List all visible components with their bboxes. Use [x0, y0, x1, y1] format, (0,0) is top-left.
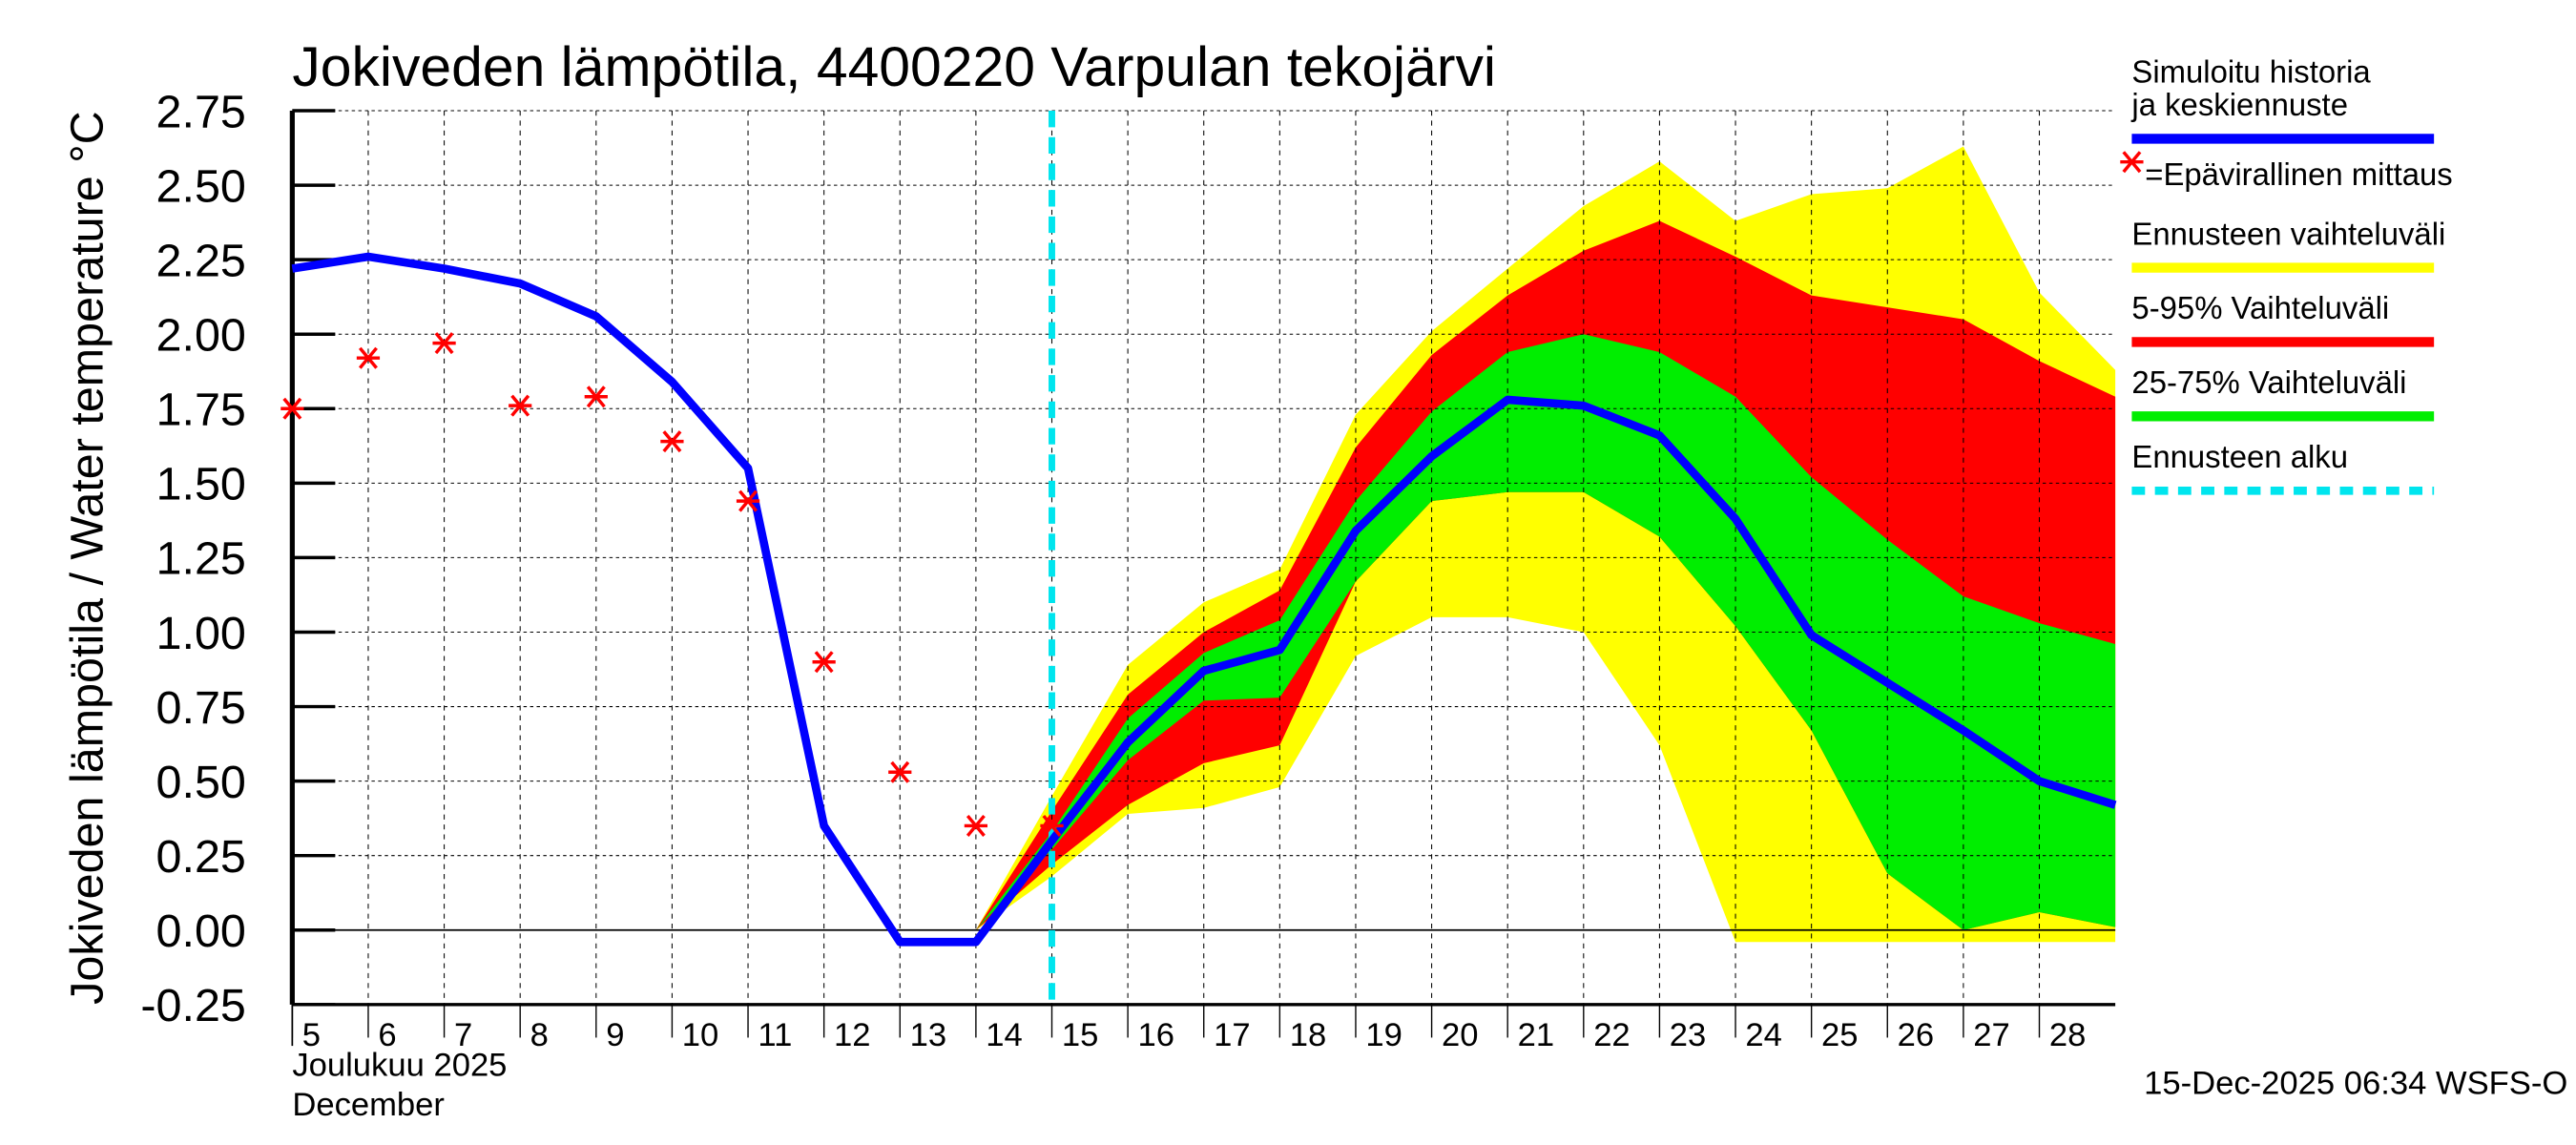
ytick-label: 1.50: [156, 459, 246, 510]
xtick-label: 8: [530, 1017, 549, 1053]
legend-full-range: Ennusteen vaihteluväli: [2131, 216, 2445, 273]
observation-marker: [356, 346, 381, 369]
observation-marker: [736, 489, 760, 512]
xtick-label: 16: [1138, 1017, 1174, 1053]
legend-observation: =Epävirallinen mittaus: [2120, 151, 2453, 192]
legend-label: 5-95% Vaihteluväli: [2131, 290, 2389, 325]
ytick-label: -0.25: [140, 980, 245, 1031]
observation-marker: [509, 394, 532, 417]
ytick-label: 1.75: [156, 385, 246, 436]
ytick-label: 2.25: [156, 235, 246, 286]
xtick-label: 12: [834, 1017, 870, 1053]
ytick-label: 2.00: [156, 310, 246, 362]
xtick-label: 22: [1593, 1017, 1630, 1053]
x-month-en: December: [292, 1087, 445, 1123]
legend-5-95: 5-95% Vaihteluväli: [2131, 290, 2435, 347]
legend-25-75: 25-75% Vaihteluväli: [2131, 364, 2435, 422]
observation-marker: [280, 397, 304, 420]
xtick-label: 19: [1365, 1017, 1402, 1053]
legend-label: 25-75% Vaihteluväli: [2131, 364, 2406, 400]
xtick-label: 18: [1290, 1017, 1326, 1053]
observation-marker: [1040, 814, 1064, 837]
xtick-label: 6: [378, 1017, 396, 1053]
xtick-label: 14: [986, 1017, 1022, 1053]
xtick-label: 11: [758, 1017, 792, 1053]
legend-label: Ennusteen vaihteluväli: [2131, 216, 2445, 251]
observation-marker: [964, 814, 987, 837]
observation-marker: [584, 385, 608, 408]
ytick-label: 2.75: [156, 86, 246, 137]
xtick-label: 10: [682, 1017, 718, 1053]
ytick-label: 0.00: [156, 906, 246, 957]
y-axis-label: Jokiveden lämpötila / Water temperature …: [61, 111, 113, 1004]
observation-marker: [812, 651, 836, 674]
xtick-label: 13: [910, 1017, 946, 1053]
chart-title: Jokiveden lämpötila, 4400220 Varpulan te…: [292, 36, 1496, 98]
xtick-label: 23: [1670, 1017, 1706, 1053]
x-month-fi: Joulukuu 2025: [292, 1047, 507, 1083]
observation-marker: [888, 760, 912, 783]
ytick-label: 0.50: [156, 757, 246, 808]
xtick-label: 15: [1062, 1017, 1098, 1053]
observation-marker: [432, 332, 456, 355]
xtick-label: 9: [606, 1017, 624, 1053]
legend-forecast-start: Ennusteen alku: [2131, 439, 2435, 495]
xtick-label: 28: [2049, 1017, 2086, 1053]
series: [280, 111, 2117, 1005]
xtick-label: 20: [1442, 1017, 1478, 1053]
legend-label: Ennusteen alku: [2131, 439, 2348, 474]
xtick-label: 21: [1518, 1017, 1554, 1053]
xtick-label: 25: [1821, 1017, 1858, 1053]
xtick-label: 5: [302, 1017, 321, 1053]
ytick-label: 0.25: [156, 831, 246, 883]
xtick-label: 26: [1898, 1017, 1934, 1053]
xtick-label: 27: [1973, 1017, 2009, 1053]
ytick-label: 1.00: [156, 608, 246, 659]
ytick-label: 2.50: [156, 160, 246, 212]
xtick-label: 17: [1214, 1017, 1250, 1053]
xtick-label: 24: [1745, 1017, 1781, 1053]
ytick-label: 0.75: [156, 682, 246, 734]
legend-label: =Epävirallinen mittaus: [2145, 156, 2452, 192]
axes: 2.75 2.50 2.25 2.00 1.75 1.50 1.25 1.00 0.75 0.50…: [140, 86, 2116, 1053]
legend-label: ja keskiennuste: [2130, 87, 2348, 122]
footer-timestamp: 15-Dec-2025 06:34 WSFS-O: [2144, 1065, 2567, 1101]
asterisk-icon: [2120, 151, 2144, 174]
xtick-label: 7: [454, 1017, 472, 1053]
forecast-bands: [975, 146, 2116, 943]
legend-label: Simuloitu historia: [2131, 54, 2371, 90]
ytick-label: 1.25: [156, 533, 246, 585]
observation-marker: [660, 430, 684, 453]
